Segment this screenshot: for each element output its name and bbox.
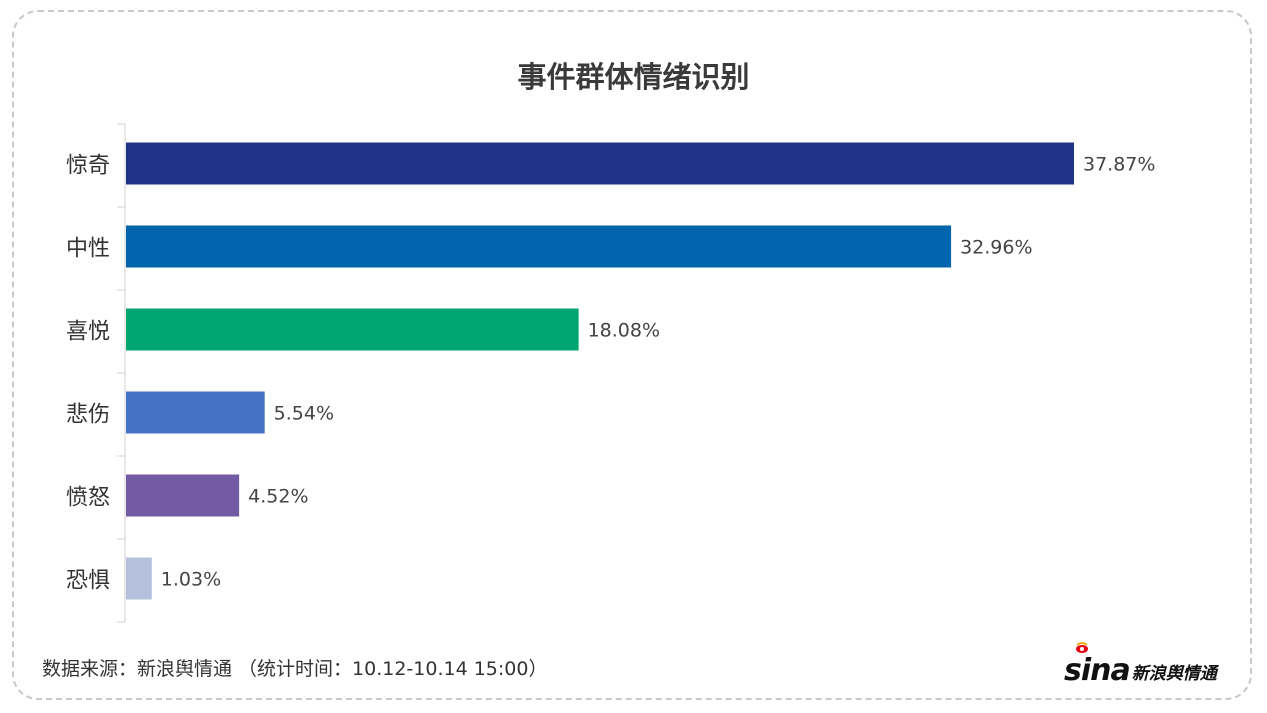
sina-logo: sina 新浪舆情通: [1064, 642, 1217, 686]
value-label: 5.54%: [274, 403, 334, 425]
category-label: 恐惧: [66, 569, 110, 594]
data-source-note: 数据来源：新浪舆情通 （统计时间：10.12-10.14 15:00）: [42, 658, 548, 680]
category-label: 中性: [66, 237, 110, 262]
bar-4: [126, 474, 240, 517]
value-label: 4.52%: [248, 486, 308, 508]
bar-1: [126, 225, 952, 268]
bar-3: [126, 391, 265, 434]
category-label: 悲伤: [66, 403, 110, 428]
bar-0: [126, 142, 1074, 185]
category-label: 愤怒: [66, 486, 110, 511]
category-label: 惊奇: [66, 154, 110, 179]
bar-5: [126, 557, 152, 600]
bar-2: [126, 308, 579, 351]
value-label: 1.03%: [161, 569, 221, 591]
sina-logo-text: 新浪舆情通: [1131, 664, 1217, 684]
chart-title: 事件群体情绪识别: [517, 60, 750, 94]
category-label: 喜悦: [66, 320, 110, 345]
sina-eye-icon: [1076, 642, 1088, 653]
value-label: 32.96%: [960, 237, 1032, 259]
chart-card: [12, 10, 1252, 700]
value-label: 37.87%: [1083, 154, 1155, 176]
value-label: 18.08%: [588, 320, 660, 342]
sina-logo-wordmark: sina: [1064, 642, 1131, 686]
